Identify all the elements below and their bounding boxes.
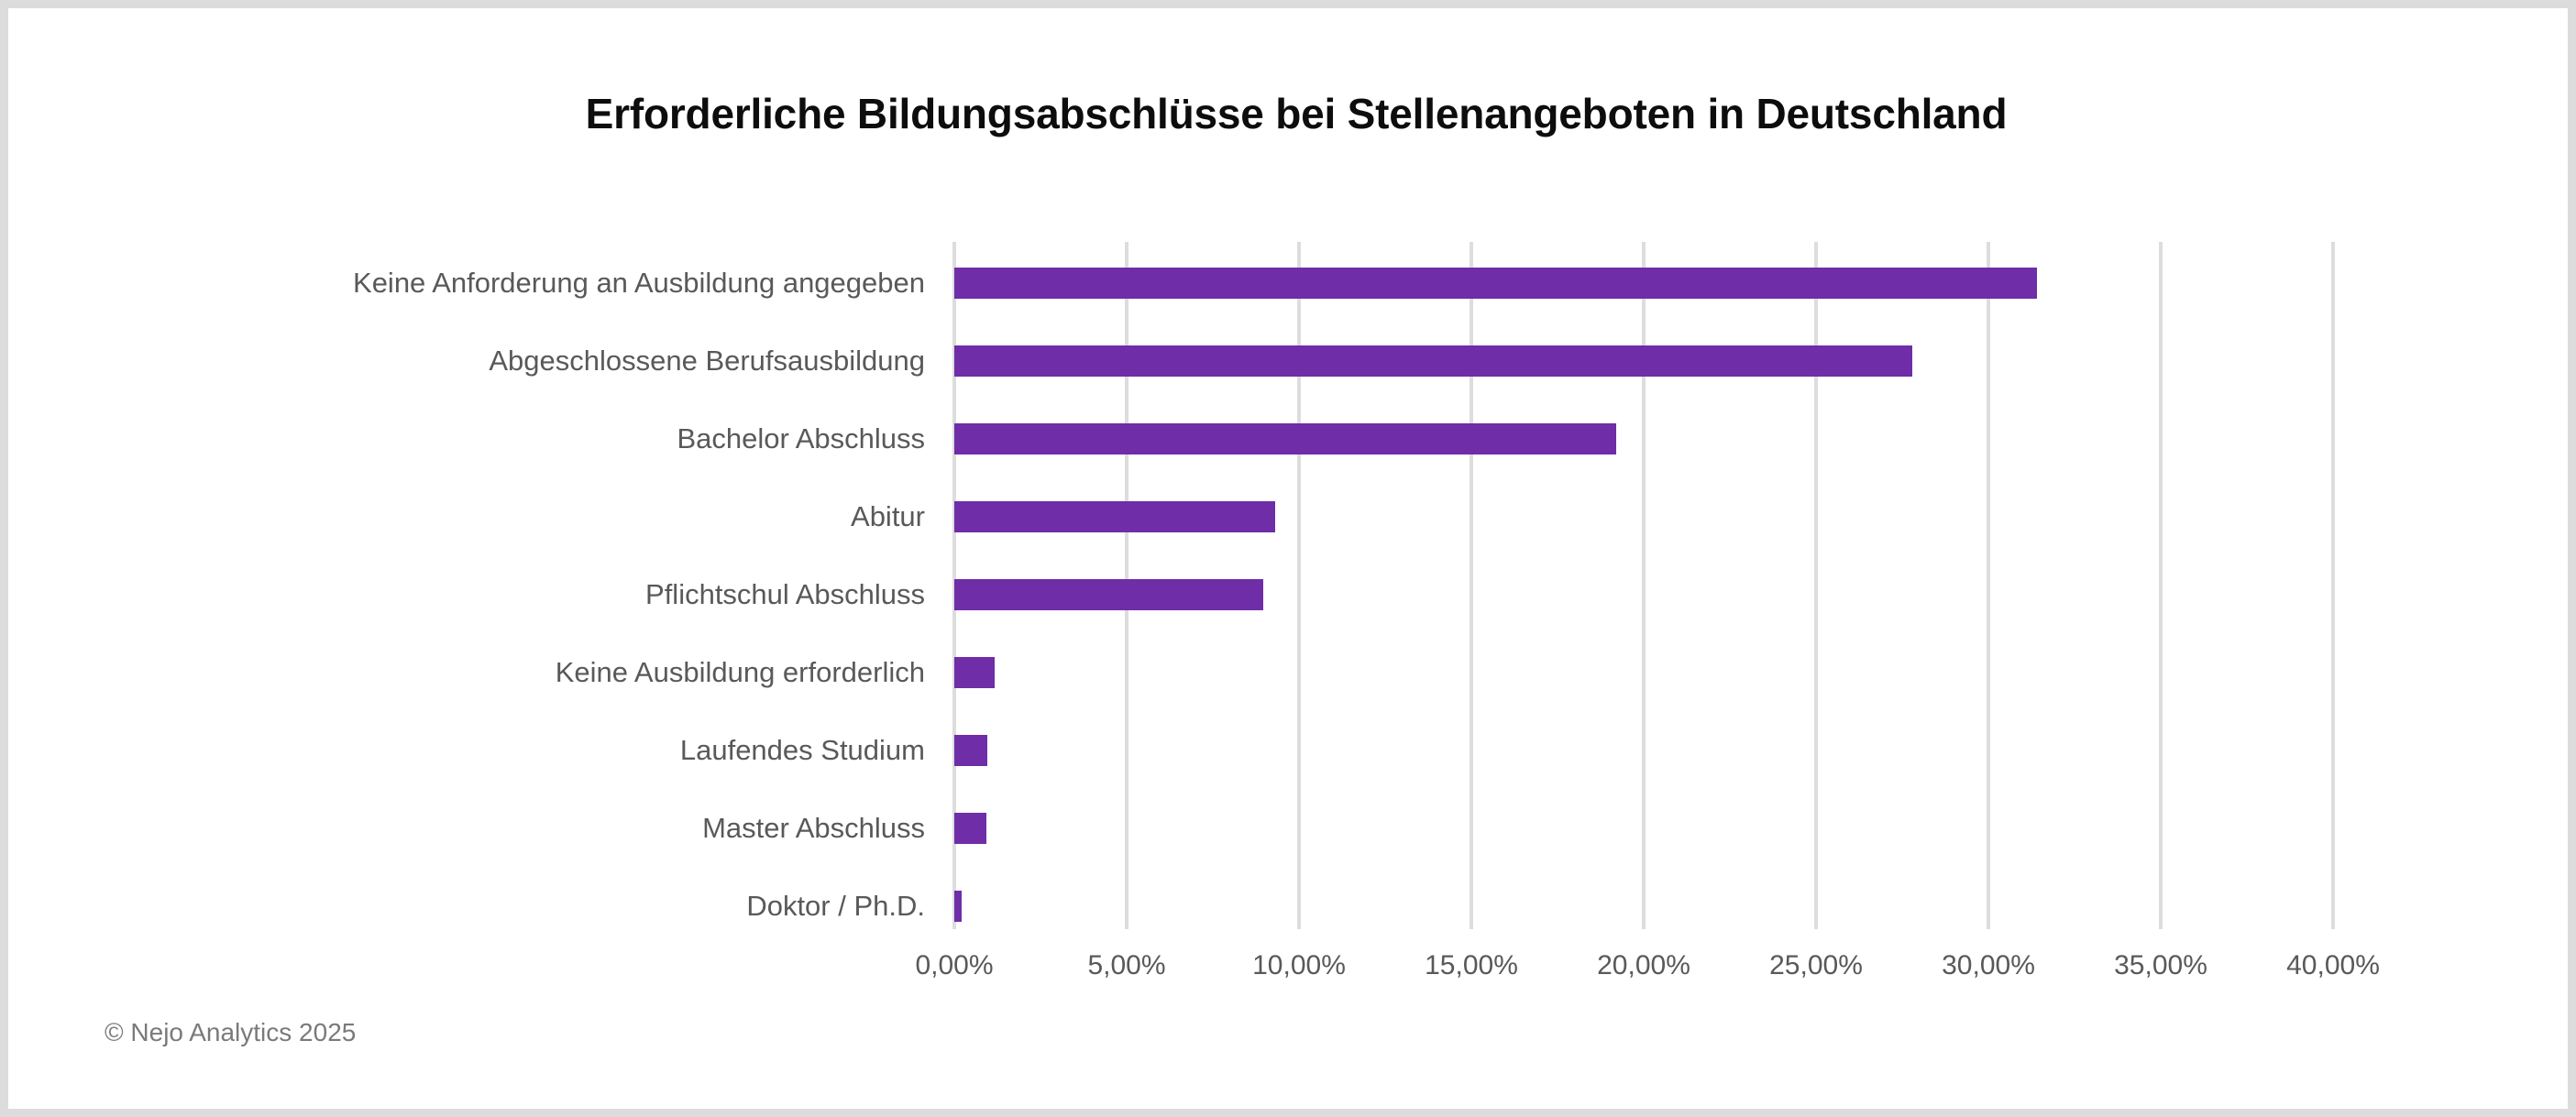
category-label: Keine Ausbildung erforderlich (555, 656, 925, 688)
gridline (1814, 242, 1818, 929)
bar (954, 268, 2037, 299)
category-label: Abitur (851, 500, 925, 532)
x-tick-label: 40,00% (2286, 950, 2380, 980)
bar (954, 423, 1616, 454)
bars-layer (954, 242, 2421, 929)
bar (954, 891, 962, 922)
bar (954, 501, 1275, 532)
category-axis-labels: Keine Anforderung an Ausbildung angegebe… (118, 242, 925, 929)
page-title: Erforderliche Bildungsabschlüsse bei Ste… (585, 90, 2008, 137)
bar (954, 813, 986, 844)
gridline (1987, 242, 1990, 929)
bar (954, 579, 1263, 610)
copyright-note: © Nejo Analytics 2025 (105, 1018, 357, 1046)
x-tick-label: 35,00% (2114, 950, 2207, 980)
bar (954, 345, 1913, 377)
x-tick-label: 0,00% (915, 950, 994, 980)
gridline (2159, 242, 2163, 929)
x-tick-label: 30,00% (1942, 950, 2035, 980)
x-tick-label: 10,00% (1252, 950, 1346, 980)
x-tick-label: 20,00% (1597, 950, 1690, 980)
category-label: Bachelor Abschluss (677, 422, 925, 454)
gridline (1470, 242, 1473, 929)
gridline (1642, 242, 1646, 929)
gridline (2331, 242, 2335, 929)
bar (954, 735, 988, 766)
category-label: Master Abschluss (702, 812, 925, 844)
bar (954, 657, 995, 688)
x-tick-label: 15,00% (1425, 950, 1518, 980)
x-axis-tick-labels: 0,00% 5,00% 10,00% 15,00% 20,00% 25,00% 30,00%… (915, 950, 2421, 996)
category-label: Doktor / Ph.D. (746, 890, 925, 922)
category-label: Laufendes Studium (679, 734, 925, 766)
gridline (1297, 242, 1301, 929)
x-tick-label: 25,00% (1769, 950, 1863, 980)
x-tick-label: 5,00% (1087, 950, 1166, 980)
category-label: Pflichtschul Abschluss (645, 578, 925, 610)
category-label: Keine Anforderung an Ausbildung angegebe… (353, 267, 925, 299)
category-label: Abgeschlossene Berufsausbildung (489, 345, 925, 377)
